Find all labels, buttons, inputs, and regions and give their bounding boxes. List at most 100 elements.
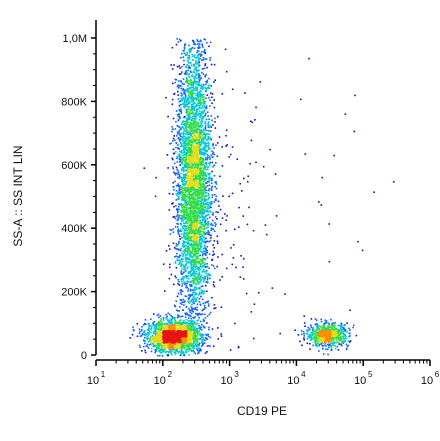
data-point [216,218,218,220]
data-point [339,324,341,327]
data-point [208,240,210,243]
data-point [203,151,206,154]
data-point [150,335,152,338]
data-point [180,159,183,161]
data-point [194,67,196,70]
data-point [192,184,194,187]
data-point [199,179,202,182]
data-point [176,194,178,197]
data-point [214,222,216,224]
data-point [201,172,203,175]
data-point [188,148,191,151]
data-point [195,67,198,70]
data-point [334,345,336,347]
data-point [212,153,214,155]
data-point [188,161,191,163]
data-point [207,344,210,347]
data-point [313,330,316,333]
data-point [185,100,188,103]
data-point [188,186,191,188]
data-point [179,142,182,144]
data-point [181,261,184,263]
data-point [197,98,199,100]
data-point [185,136,188,139]
data-point [185,165,187,167]
data-point [150,350,153,353]
data-point [171,321,173,324]
data-point [181,349,183,351]
data-point [188,237,191,239]
data-point [188,246,191,249]
data-point [190,108,192,111]
data-point [323,323,325,325]
data-point [184,249,186,252]
data-point [188,211,190,213]
data-point [162,318,165,321]
data-point [197,94,199,96]
data-point [194,332,197,334]
data-point [208,207,210,210]
data-point [187,133,189,136]
data-point [153,340,156,343]
data-point [153,330,156,332]
data-point [183,184,185,186]
data-point [190,169,193,171]
data-point [193,281,196,284]
data-point [325,345,327,347]
data-point [197,185,199,188]
data-point [197,133,200,136]
data-point [208,45,210,48]
data-point [179,238,181,240]
data-point [211,156,214,158]
data-point [189,125,191,127]
data-point [191,221,194,224]
data-point [178,249,180,251]
data-point [202,46,204,48]
data-point [200,141,202,143]
data-point [193,47,196,50]
data-point [179,135,182,138]
data-point [189,254,191,256]
data-point [198,293,201,296]
data-point [187,94,190,97]
data-point [175,120,177,123]
data-point [178,284,181,286]
data-point [194,300,197,303]
data-point [203,281,205,283]
data-point [178,109,181,111]
data-point [185,174,188,176]
data-point [206,142,209,145]
data-point [192,290,195,292]
data-point [184,266,187,268]
data-point [194,77,196,80]
data-point [181,136,183,138]
data-point [173,317,176,319]
data-point [195,344,197,346]
data-point [202,138,205,141]
data-point [189,204,191,207]
data-point [190,62,192,64]
data-point [190,251,193,254]
data-point [189,152,192,155]
data-point [231,88,234,91]
data-point [201,159,204,162]
data-point [199,313,202,316]
data-point [186,237,189,239]
data-point [189,149,192,151]
data-point [200,114,203,116]
data-point [190,244,193,247]
data-point [196,169,198,171]
data-point [181,179,183,182]
data-point [190,92,193,94]
data-point [189,201,191,203]
data-point [205,251,208,253]
data-point [174,305,177,308]
data-point [186,254,188,256]
data-point [172,140,174,142]
data-point [190,220,193,222]
data-point [191,124,194,127]
data-point [183,304,185,306]
data-point [174,139,176,141]
data-point [181,89,184,92]
data-point [202,73,205,75]
